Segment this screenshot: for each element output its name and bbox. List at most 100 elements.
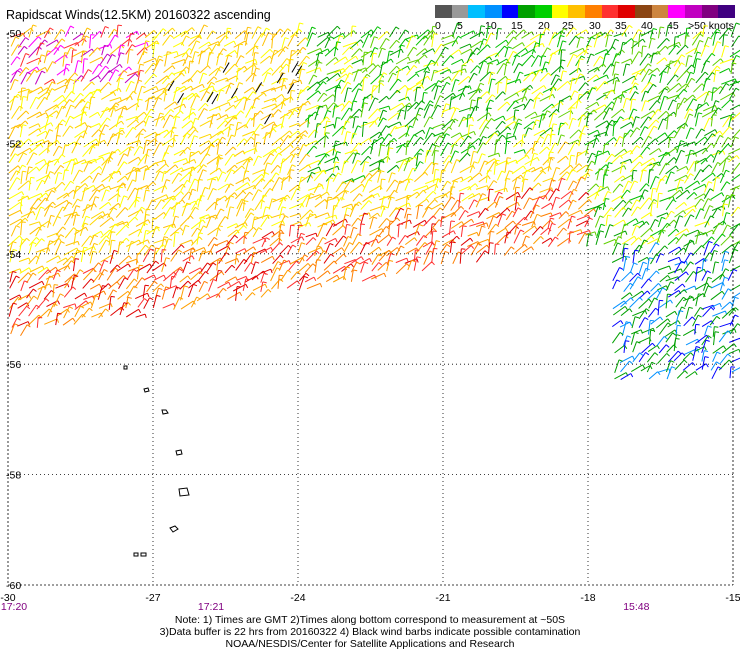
wind-barb-flag (448, 160, 453, 164)
wind-barb (439, 46, 446, 57)
wind-barb (703, 91, 710, 103)
wind-barb-flag (662, 70, 667, 73)
wind-barb-flag (307, 85, 312, 90)
wind-barb-flag (175, 116, 181, 118)
wind-barb (244, 32, 249, 46)
wind-barb (659, 299, 671, 308)
wind-barb-flag (399, 121, 402, 126)
wind-barb (538, 34, 541, 47)
wind-barb-flag (191, 167, 197, 169)
wind-barb-flag (347, 87, 352, 90)
wind-barb (683, 208, 694, 218)
wind-barb-flag (329, 177, 334, 179)
wind-barb (136, 263, 151, 272)
wind-barb (567, 99, 580, 111)
wind-barb (622, 235, 635, 245)
wind-barb (360, 102, 365, 118)
wind-barb (639, 197, 650, 210)
wind-barb-flag (308, 164, 312, 169)
wind-barb-flag (230, 195, 235, 198)
wind-barb-flag (117, 24, 122, 27)
wind-barb (703, 37, 709, 48)
wind-barb (631, 364, 643, 373)
wind-barb (133, 146, 141, 156)
wind-barb (63, 42, 78, 49)
wind-barb-flag (512, 50, 517, 54)
wind-barb (728, 80, 736, 91)
wind-barb-flag (709, 252, 714, 256)
wind-barb-flag (133, 268, 138, 273)
wind-barb-flag (28, 90, 33, 92)
wind-barb-flag (239, 291, 243, 297)
wind-barb (126, 91, 134, 101)
wind-barb (629, 276, 639, 290)
wind-barb (317, 237, 324, 247)
wind-barb-flag (163, 236, 169, 239)
wind-barb (80, 247, 85, 263)
wind-barb-flag (483, 60, 488, 63)
wind-barb (431, 248, 434, 264)
wind-barb-flag (506, 61, 511, 64)
wind-barb-flag (482, 135, 487, 139)
wind-barb-flag (232, 153, 237, 157)
wind-barb (720, 126, 730, 137)
wind-barb-flag (636, 145, 641, 149)
wind-barb (655, 318, 669, 329)
wind-barb (308, 247, 322, 254)
wind-barb-flag (16, 317, 21, 321)
wind-barb-flag (40, 86, 44, 91)
wind-barb-flag (373, 85, 378, 87)
wind-barb-flag (76, 142, 81, 146)
wind-barb (109, 44, 122, 55)
wind-barb-flag (353, 30, 357, 35)
wind-barb-flag (734, 248, 739, 252)
wind-barb-flag (680, 268, 683, 273)
wind-barb (578, 125, 586, 139)
wind-barb (89, 215, 102, 226)
wind-barb-flag (562, 40, 567, 43)
wind-barb (658, 322, 669, 335)
wind-barb-flag (706, 270, 711, 274)
wind-barb-flag (62, 119, 67, 123)
wind-barb (170, 249, 180, 262)
wind-barb (593, 56, 601, 67)
wind-barb-flag (123, 153, 128, 156)
wind-barb-flag (659, 316, 664, 321)
wind-barb (199, 120, 211, 127)
wind-barb (470, 40, 482, 49)
wind-barb (315, 81, 324, 92)
wind-barb-flag (336, 117, 341, 119)
wind-barb-flag (686, 228, 690, 233)
wind-barb (646, 84, 654, 94)
wind-barb-flag (404, 84, 409, 89)
wind-barb (694, 221, 708, 227)
map-frame (7, 32, 734, 586)
wind-barb-flag (69, 99, 73, 103)
wind-barb-flag (196, 40, 201, 43)
wind-barb (459, 135, 469, 148)
wind-barb (673, 62, 682, 75)
wind-barb-flag (212, 187, 217, 191)
wind-barb (235, 182, 248, 192)
wind-barb (190, 296, 198, 308)
wind-barb (146, 281, 155, 293)
wind-barb-flag (409, 156, 414, 160)
wind-barb-flag (516, 195, 521, 198)
wind-barb-flag (110, 303, 113, 308)
wind-barb (34, 238, 42, 247)
wind-barb (539, 127, 552, 137)
wind-barb-flag (374, 97, 379, 101)
wind-barb (279, 260, 290, 266)
wind-barb-flag (719, 303, 722, 308)
wind-barb (173, 149, 184, 156)
wind-barb (332, 32, 344, 40)
wind-barb (595, 81, 606, 92)
wind-barb-flag (412, 167, 417, 171)
wind-barb-flag (607, 186, 610, 191)
wind-barb-flag (150, 108, 155, 112)
wind-barb-flag (335, 238, 338, 243)
wind-barb-flag (165, 286, 170, 289)
wind-barb-flag (514, 135, 517, 140)
wind-barb (116, 52, 121, 65)
